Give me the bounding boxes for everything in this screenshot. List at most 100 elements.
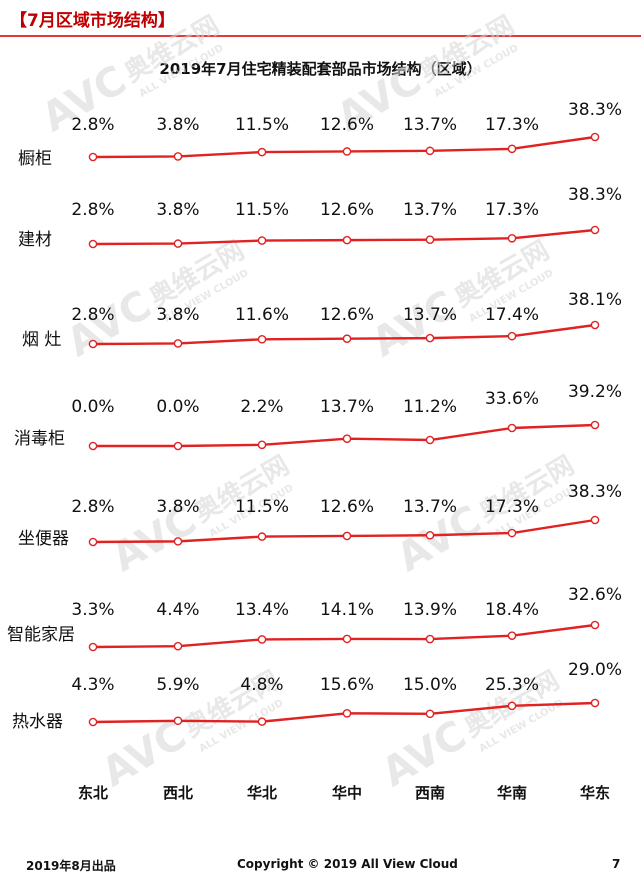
data-label: 4.4% — [156, 600, 199, 620]
data-label: 12.6% — [320, 305, 374, 325]
data-point — [173, 716, 183, 726]
data-point — [342, 147, 352, 156]
data-point — [88, 339, 98, 349]
data-point — [507, 423, 517, 433]
data-label: 13.7% — [403, 497, 457, 517]
data-point — [88, 537, 98, 547]
data-label: 17.3% — [485, 115, 539, 135]
x-tick-label: 华东 — [580, 784, 610, 802]
data-point — [257, 635, 267, 644]
data-label: 13.9% — [403, 600, 457, 620]
data-label: 11.5% — [235, 200, 289, 220]
data-point — [507, 233, 517, 243]
data-label: 2.2% — [240, 397, 283, 417]
data-label: 13.7% — [403, 115, 457, 135]
data-label: 17.3% — [485, 497, 539, 517]
footer-date: 2019年8月出品 — [26, 859, 116, 873]
data-point — [425, 435, 435, 445]
data-label: 5.9% — [156, 675, 199, 695]
data-point — [173, 641, 183, 651]
data-label: 11.6% — [235, 305, 289, 325]
data-point — [425, 333, 435, 343]
footer-copyright: Copyright © 2019 All View Cloud — [237, 857, 458, 871]
x-tick-label: 华北 — [247, 784, 277, 802]
data-point — [590, 698, 600, 708]
data-label: 17.3% — [485, 200, 539, 220]
data-label: 29.0% — [568, 660, 622, 680]
data-label: 11.5% — [235, 497, 289, 517]
footer-page-number: 7 — [612, 857, 621, 871]
section-title: 【7月区域市场结构】 — [10, 11, 175, 31]
data-point — [590, 420, 600, 430]
data-label: 3.8% — [156, 497, 199, 517]
data-label: 4.3% — [71, 675, 114, 695]
data-label: 25.3% — [485, 675, 539, 695]
data-point — [425, 235, 435, 245]
data-label: 12.6% — [320, 115, 374, 135]
data-point — [590, 132, 600, 142]
data-label: 13.7% — [403, 200, 457, 220]
data-label: 15.6% — [320, 675, 374, 695]
data-point — [173, 152, 183, 161]
data-point — [342, 334, 352, 344]
data-point — [88, 441, 98, 451]
data-point — [342, 634, 352, 644]
series-label: 建材 — [18, 230, 52, 250]
x-tick-label: 华中 — [332, 784, 362, 802]
chart-title: 2019年7月住宅精装配套部品市场结构（区域） — [159, 60, 482, 78]
data-point — [257, 440, 267, 450]
data-point — [342, 434, 352, 443]
data-point — [425, 634, 435, 644]
data-point — [507, 144, 517, 154]
data-point — [590, 320, 600, 330]
data-label: 17.4% — [485, 305, 539, 325]
data-point — [342, 235, 352, 245]
data-point — [507, 528, 517, 538]
data-label: 11.5% — [235, 115, 289, 135]
data-label: 11.2% — [403, 397, 457, 417]
x-tick-label: 华南 — [497, 784, 527, 802]
header-divider — [0, 35, 641, 37]
data-label: 13.7% — [403, 305, 457, 325]
data-label: 3.8% — [156, 115, 199, 135]
series-label: 坐便器 — [18, 529, 69, 549]
header-bar: 【7月区域市场结构】 — [0, 0, 641, 34]
data-label: 2.8% — [71, 305, 114, 325]
data-point — [88, 239, 98, 249]
data-point — [507, 331, 517, 341]
data-label: 18.4% — [485, 600, 539, 620]
data-point — [173, 339, 183, 348]
data-point — [507, 701, 517, 711]
data-label: 4.8% — [240, 675, 283, 695]
data-point — [425, 530, 435, 540]
data-point — [590, 620, 600, 630]
data-point — [425, 146, 435, 156]
data-label: 33.6% — [485, 389, 539, 409]
series-label: 消毒柜 — [14, 429, 65, 449]
series-label: 橱柜 — [18, 149, 52, 169]
data-label: 38.3% — [568, 482, 622, 502]
data-label: 3.8% — [156, 305, 199, 325]
data-label: 15.0% — [403, 675, 457, 695]
data-label: 12.6% — [320, 200, 374, 220]
data-label: 2.8% — [71, 115, 114, 135]
data-label: 0.0% — [156, 397, 199, 417]
data-label: 32.6% — [568, 585, 622, 605]
data-point — [342, 531, 352, 541]
plot-layer: 橱柜 2.8% 3.8% 11.5% 12.6% 13.7% 17.3% 38.3% 建材 2.8… — [7, 100, 622, 802]
series-label: 智能家居 — [7, 625, 75, 645]
series-label: 烟 灶 — [22, 330, 61, 350]
series-line — [93, 423, 596, 448]
data-point — [257, 717, 267, 726]
data-point — [88, 152, 98, 162]
data-point — [590, 515, 600, 525]
data-label: 12.6% — [320, 497, 374, 517]
data-point — [425, 709, 435, 719]
data-label: 2.8% — [71, 497, 114, 517]
data-label: 13.7% — [320, 397, 374, 417]
data-label: 0.0% — [71, 397, 114, 417]
data-point — [88, 717, 98, 727]
